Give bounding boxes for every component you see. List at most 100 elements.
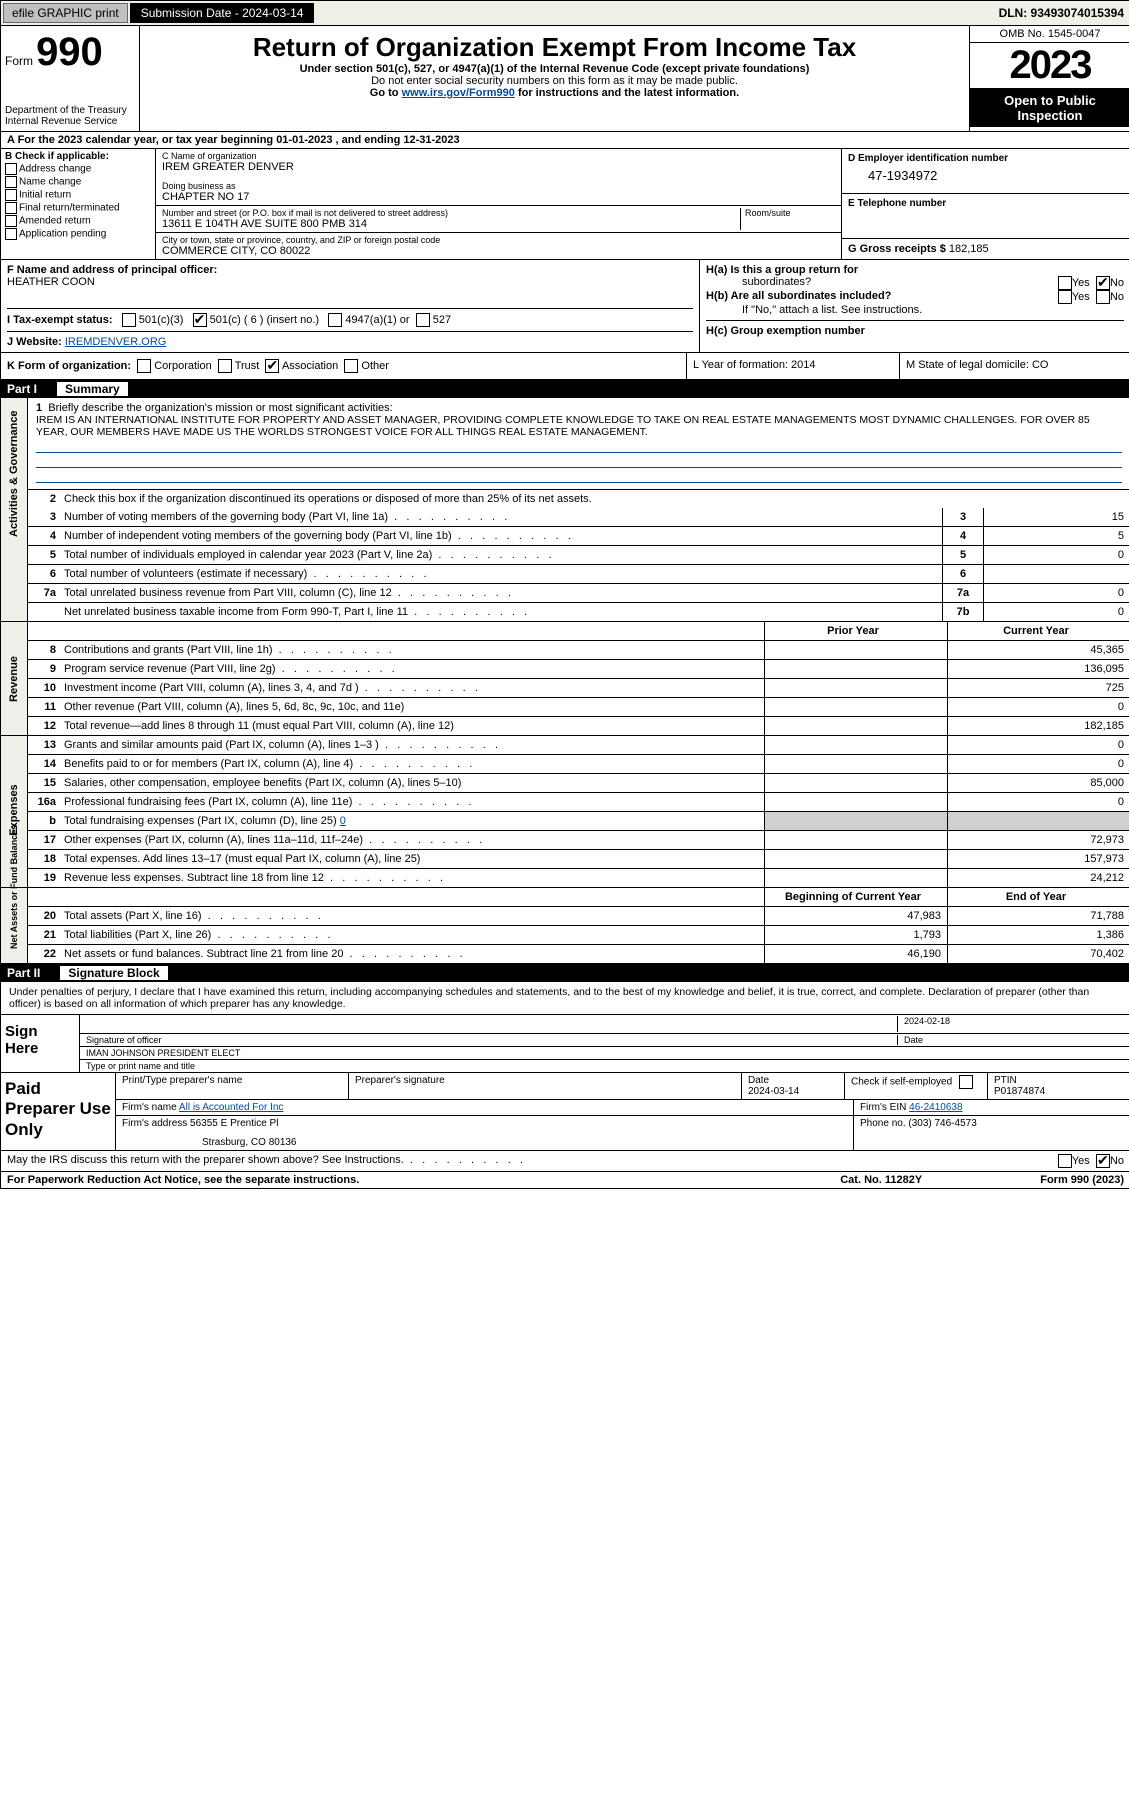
ein-label: D Employer identification number	[848, 153, 1124, 164]
chk-527[interactable]	[416, 313, 430, 327]
sig-date: 2024-02-18	[897, 1016, 1124, 1032]
chk-hb-no[interactable]	[1096, 290, 1110, 304]
opt-501c3: 501(c)(3)	[139, 314, 184, 326]
ha-yes: Yes	[1072, 277, 1090, 289]
dept-treasury: Department of the Treasury	[5, 105, 135, 116]
l8-prior	[764, 641, 947, 659]
chk-501c3[interactable]	[122, 313, 136, 327]
ein-value: 47-1934972	[848, 164, 1124, 183]
l12-num: 12	[28, 720, 60, 732]
chk-self-employed[interactable]	[959, 1075, 973, 1089]
l18-prior	[764, 850, 947, 868]
chk-501c[interactable]	[193, 313, 207, 327]
firm-ein-label: Firm's EIN	[860, 1102, 909, 1113]
l9-prior	[764, 660, 947, 678]
subtitle-2: Do not enter social security numbers on …	[144, 75, 965, 87]
m-domicile: M State of legal domicile: CO	[899, 353, 1129, 379]
l9-num: 9	[28, 663, 60, 675]
ha-label: H(a) Is this a group return for	[706, 264, 858, 276]
chk-final[interactable]	[5, 202, 17, 214]
chk-ha-yes[interactable]	[1058, 276, 1072, 290]
l3-val: 15	[983, 508, 1129, 526]
part2-title: Signature Block	[60, 966, 167, 980]
gross-value: 182,185	[949, 243, 989, 255]
city-value: COMMERCE CITY, CO 80022	[162, 245, 835, 257]
l12-text: Total revenue—add lines 8 through 11 (mu…	[60, 720, 764, 732]
l5-val: 0	[983, 546, 1129, 564]
firm-addr-label: Firm's address	[122, 1118, 190, 1129]
firm-addr2: Strasburg, CO 80136	[122, 1129, 847, 1148]
prep-date: 2024-03-14	[748, 1086, 838, 1097]
k-label: K Form of organization:	[7, 360, 131, 372]
l10-curr: 725	[947, 679, 1129, 697]
firm-ein-link[interactable]: 46-2410638	[909, 1102, 962, 1113]
efile-button[interactable]: efile GRAPHIC print	[3, 3, 128, 23]
l15-text: Salaries, other compensation, employee b…	[60, 777, 764, 789]
opt-trust: Trust	[235, 360, 260, 372]
opt-other: Other	[361, 360, 389, 372]
row-f-h: F Name and address of principal officer:…	[1, 260, 1129, 353]
chk-initial[interactable]	[5, 189, 17, 201]
l21-curr: 1,386	[947, 926, 1129, 944]
l12-curr: 182,185	[947, 717, 1129, 735]
l16a-prior	[764, 793, 947, 811]
l22-num: 22	[28, 948, 60, 960]
firm-phone-label: Phone no.	[860, 1118, 908, 1129]
sig-officer-label: Signature of officer	[86, 1035, 897, 1045]
chk-assoc[interactable]	[265, 359, 279, 373]
chk-hb-yes[interactable]	[1058, 290, 1072, 304]
chk-pending[interactable]	[5, 228, 17, 240]
l17-prior	[764, 831, 947, 849]
l7b-val: 0	[983, 603, 1129, 621]
org-name: IREM GREATER DENVER	[162, 161, 835, 173]
l19-curr: 24,212	[947, 869, 1129, 887]
inspection-label: Open to Public Inspection	[970, 89, 1129, 127]
cat-no: Cat. No. 11282Y	[840, 1174, 1040, 1186]
chk-discuss-yes[interactable]	[1058, 1154, 1072, 1168]
chk-discuss-no[interactable]	[1096, 1154, 1110, 1168]
l20-curr: 71,788	[947, 907, 1129, 925]
l22-prior: 46,190	[764, 945, 947, 963]
firm-name-label: Firm's name	[122, 1102, 179, 1113]
l13-prior	[764, 736, 947, 754]
irs-label: Internal Revenue Service	[5, 116, 135, 127]
part1-title: Summary	[57, 382, 128, 396]
l17-text: Other expenses (Part IX, column (A), lin…	[60, 834, 764, 846]
l2-num: 2	[28, 493, 60, 505]
prior-year-header: Prior Year	[764, 622, 947, 640]
i-label: I Tax-exempt status:	[7, 314, 113, 326]
chk-address[interactable]	[5, 163, 17, 175]
chk-4947[interactable]	[328, 313, 342, 327]
chk-trust[interactable]	[218, 359, 232, 373]
l6-text: Total number of volunteers (estimate if …	[60, 568, 942, 580]
firm-name-link[interactable]: All is Accounted For Inc	[179, 1102, 284, 1113]
opt-corp: Corporation	[154, 360, 211, 372]
l16b-text: Total fundraising expenses (Part IX, col…	[64, 815, 340, 827]
opt-address-change: Address change	[19, 164, 91, 175]
submission-date-button[interactable]: Submission Date - 2024-03-14	[130, 3, 315, 23]
discuss-text: May the IRS discuss this return with the…	[7, 1154, 523, 1168]
chk-name[interactable]	[5, 176, 17, 188]
form990-link[interactable]: www.irs.gov/Form990	[402, 87, 515, 99]
l12-prior	[764, 717, 947, 735]
mission-line1	[36, 440, 1122, 453]
chk-other[interactable]	[344, 359, 358, 373]
l16b-curr-grey	[947, 812, 1129, 830]
website-link[interactable]: IREMDENVER.ORG	[65, 336, 166, 348]
l11-text: Other revenue (Part VIII, column (A), li…	[60, 701, 764, 713]
chk-corp[interactable]	[137, 359, 151, 373]
vtab-gov: Activities & Governance	[8, 485, 20, 537]
l19-text: Revenue less expenses. Subtract line 18 …	[60, 872, 764, 884]
opt-527: 527	[433, 314, 451, 326]
l16a-num: 16a	[28, 796, 60, 808]
l14-num: 14	[28, 758, 60, 770]
prep-name-header: Print/Type preparer's name	[122, 1075, 342, 1086]
dln-text: DLN: 93493074015394	[999, 6, 1129, 20]
l14-prior	[764, 755, 947, 773]
f-label: F Name and address of principal officer:	[7, 264, 217, 276]
tax-year: 2023	[970, 43, 1129, 89]
l16b-link[interactable]: 0	[340, 815, 346, 827]
l4-num: 4	[28, 530, 60, 542]
chk-amended[interactable]	[5, 215, 17, 227]
chk-ha-no[interactable]	[1096, 276, 1110, 290]
